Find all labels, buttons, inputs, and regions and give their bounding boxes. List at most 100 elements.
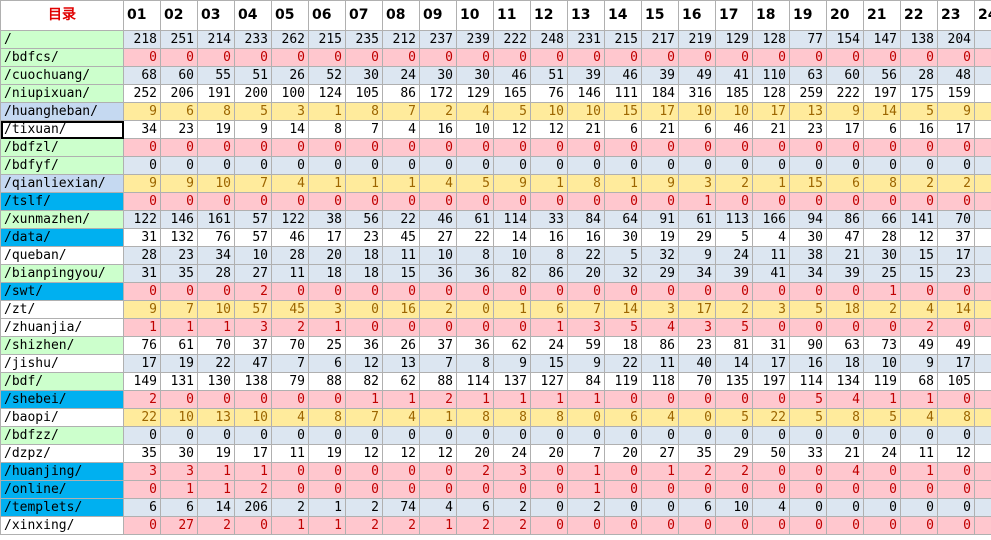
cell: 16 <box>900 120 938 139</box>
table-row: /bdfcs/0 0 0 0 0 0 0 0 0 0 0 0 0 0 0 0 0 0 0 0 0 0 0 <box>0 48 991 67</box>
cell: 32 <box>604 264 642 283</box>
cell: 0 <box>863 462 901 481</box>
row-label: /shizhen/ <box>0 336 124 355</box>
cell: 4 <box>641 408 679 427</box>
cell: 1 <box>308 516 346 535</box>
cell: 5 <box>863 408 901 427</box>
cell: 0 <box>937 390 975 409</box>
cell: 218 <box>123 30 161 49</box>
cell: 10 <box>160 408 198 427</box>
cell: 28 <box>863 228 901 247</box>
column-header: 20 <box>826 0 864 31</box>
cell: 20 <box>567 264 605 283</box>
cell: 146 <box>160 210 198 229</box>
cell: 129 <box>715 30 753 49</box>
cell: 5 <box>456 174 494 193</box>
cell: 212 <box>382 30 420 49</box>
cell: 0 <box>123 282 161 301</box>
cell: 17 <box>308 228 346 247</box>
cell: 51 <box>234 66 272 85</box>
cell: 39 <box>641 66 679 85</box>
cell: 66 <box>863 210 901 229</box>
table-row: /xunmazhen/122 146 161 57 122 38 56 22 46 61 114 33… <box>0 210 991 229</box>
cell: 16 <box>419 120 457 139</box>
cell: 0 <box>456 138 494 157</box>
cell: 5 <box>900 102 938 121</box>
cell: 22 <box>456 228 494 247</box>
cell: 39 <box>715 264 753 283</box>
cell: 0 <box>752 462 790 481</box>
cell: 86 <box>530 264 568 283</box>
cell: 76 <box>197 228 235 247</box>
cell: 25 <box>308 336 346 355</box>
cell: 206 <box>234 498 272 517</box>
cell: 0 <box>937 138 975 157</box>
cell: 172 <box>419 84 457 103</box>
cell: 1 <box>308 174 346 193</box>
cell: 0 <box>678 390 716 409</box>
cell: 0 <box>382 462 420 481</box>
cell: 21 <box>641 120 679 139</box>
cell-empty <box>974 462 991 481</box>
cell: 30 <box>863 246 901 265</box>
cell: 86 <box>826 210 864 229</box>
cell: 0 <box>530 156 568 175</box>
cell: 0 <box>493 318 531 337</box>
cell: 20 <box>604 444 642 463</box>
cell: 27 <box>419 228 457 247</box>
cell: 11 <box>271 264 309 283</box>
cell: 9 <box>234 120 272 139</box>
cell: 2 <box>234 282 272 301</box>
cell: 12 <box>530 120 568 139</box>
cell: 0 <box>715 48 753 67</box>
cell: 0 <box>937 192 975 211</box>
cell: 9 <box>123 174 161 193</box>
cell: 0 <box>752 48 790 67</box>
cell: 2 <box>123 390 161 409</box>
cell: 18 <box>826 300 864 319</box>
cell: 0 <box>826 498 864 517</box>
cell: 25 <box>863 264 901 283</box>
cell: 0 <box>789 156 827 175</box>
cell: 5 <box>789 390 827 409</box>
cell: 0 <box>641 138 679 157</box>
cell: 231 <box>567 30 605 49</box>
cell: 46 <box>419 210 457 229</box>
cell: 0 <box>308 192 346 211</box>
cell: 17 <box>752 102 790 121</box>
cell: 5 <box>715 408 753 427</box>
cell: 86 <box>641 336 679 355</box>
cell: 2 <box>345 498 383 517</box>
cell: 128 <box>752 30 790 49</box>
cell: 0 <box>641 480 679 499</box>
column-header: 08 <box>382 0 420 31</box>
cell: 34 <box>789 264 827 283</box>
cell: 40 <box>678 354 716 373</box>
cell: 214 <box>197 30 235 49</box>
cell: 0 <box>715 138 753 157</box>
cell: 0 <box>752 480 790 499</box>
cell: 15 <box>789 174 827 193</box>
cell: 222 <box>493 30 531 49</box>
cell: 10 <box>234 246 272 265</box>
cell: 0 <box>826 318 864 337</box>
table-row: /tixuan/34 23 19 9 14 8 7 4 16 10 12 12 21 6 21 6 46 21 23… <box>0 120 991 139</box>
cell: 259 <box>789 84 827 103</box>
cell: 7 <box>567 300 605 319</box>
cell: 19 <box>197 120 235 139</box>
cell: 111 <box>604 84 642 103</box>
cell: 124 <box>308 84 346 103</box>
cell: 9 <box>123 300 161 319</box>
cell: 1 <box>382 174 420 193</box>
cell: 0 <box>271 390 309 409</box>
cell: 70 <box>197 336 235 355</box>
cell: 6 <box>604 408 642 427</box>
cell: 9 <box>826 102 864 121</box>
cell: 30 <box>456 66 494 85</box>
cell: 0 <box>789 516 827 535</box>
cell: 0 <box>715 390 753 409</box>
cell: 5 <box>789 300 827 319</box>
cell: 8 <box>863 174 901 193</box>
cell: 0 <box>530 138 568 157</box>
cell: 0 <box>752 390 790 409</box>
